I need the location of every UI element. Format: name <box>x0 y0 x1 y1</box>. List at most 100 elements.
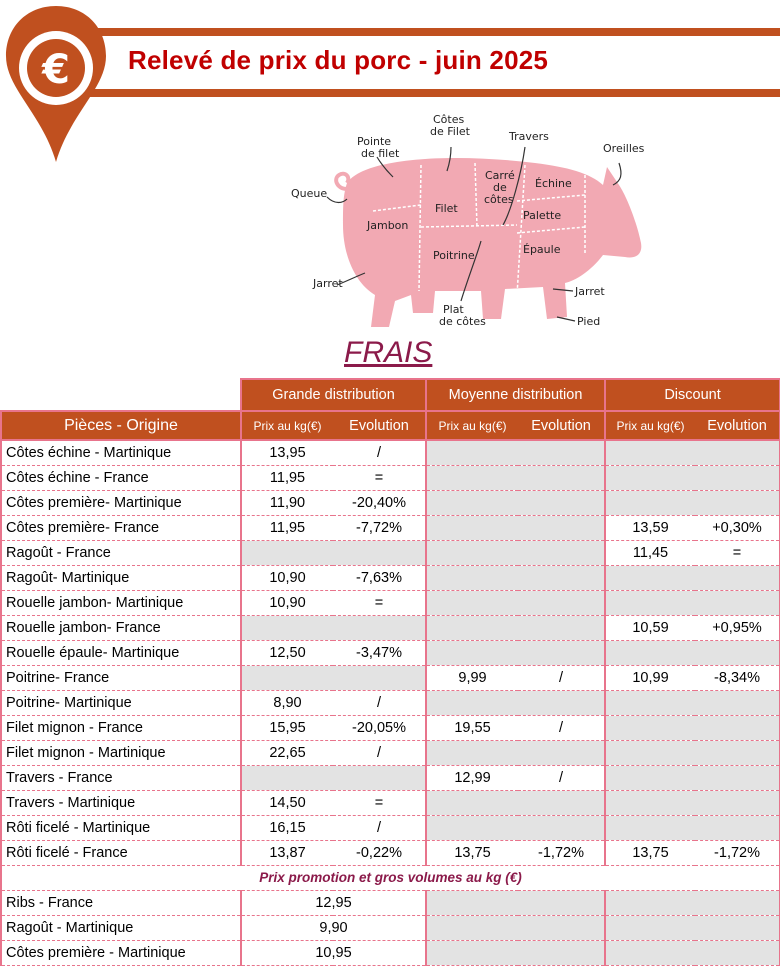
gd-evolution-cell: -20,40% <box>333 490 428 516</box>
md-evolution-cell <box>518 590 607 616</box>
d-price-cell <box>604 440 696 466</box>
pig-label-epaule: Épaule <box>523 243 561 256</box>
page-title: Relevé de prix du porc - juin 2025 <box>128 45 549 75</box>
gd-price-cell: 13,87 <box>240 840 333 866</box>
d-price-cell <box>604 765 696 791</box>
gd-price-cell: 11,95 <box>240 465 333 491</box>
group-grande-distribution: Grande distribution <box>239 378 428 411</box>
d-price-cell <box>604 715 696 741</box>
md-evolution-cell <box>518 790 607 816</box>
d-price-cell <box>604 740 696 766</box>
d-evolution-cell: -1,72% <box>695 840 780 866</box>
promo-gd-price-cell: 12,95 <box>239 890 428 916</box>
md-price-cell: 19,55 <box>425 715 519 741</box>
promo-row: Ribs - France 12,95 <box>0 890 780 916</box>
pig-cuts-diagram: Queue Pointe de filet Côtes de Filet Trave… <box>291 113 645 328</box>
header-bar-top <box>88 28 780 36</box>
md-evolution-cell <box>518 440 607 466</box>
gd-price-cell: 10,90 <box>240 590 333 616</box>
md-price-cell: 13,75 <box>425 840 519 866</box>
promo-md-cell <box>425 890 607 916</box>
price-rows: Côtes échine - Martinique 13,95/Côtes éch… <box>0 440 780 866</box>
d-price-cell <box>604 640 696 666</box>
gd-evolution-cell: = <box>333 465 428 491</box>
d-evolution-cell <box>695 640 780 666</box>
promo-title: Prix promotion et gros volumes au kg (€) <box>0 865 780 891</box>
d-price-cell <box>604 565 696 591</box>
row-name: Rouelle épaule- Martinique <box>0 640 242 666</box>
pig-label-pointe: Pointe de filet <box>357 135 400 160</box>
gd-price-cell: 12,50 <box>240 640 333 666</box>
md-price-cell <box>425 740 519 766</box>
table-row: Ragoût - France 11,45 = <box>0 540 780 566</box>
d-price-cell <box>604 465 696 491</box>
table-row: Rôti ficelé - Martinique 16,15/ <box>0 815 780 841</box>
row-name: Côtes échine - Martinique <box>0 440 242 466</box>
gd-price-cell: 8,90 <box>240 690 333 716</box>
md-price-cell: 9,99 <box>425 665 519 691</box>
promo-row-name: Côtes première - Martinique <box>0 940 242 966</box>
md-price-cell <box>425 490 519 516</box>
promo-row: Ragoût - Martinique 9,90 <box>0 915 780 941</box>
md-price-cell <box>425 540 519 566</box>
pig-label-plat: Plat de côtes <box>439 303 486 328</box>
row-name: Ragoût- Martinique <box>0 565 242 591</box>
table-row: Rouelle jambon- Martinique 10,90 = <box>0 590 780 616</box>
d-price-cell <box>604 690 696 716</box>
gd-evolution-cell: -20,05% <box>333 715 428 741</box>
md-evolution-cell <box>518 465 607 491</box>
row-name: Côtes échine - France <box>0 465 242 491</box>
table-row: Rouelle jambon- France 10,59 +0,95% <box>0 615 780 641</box>
pig-label-oreilles: Oreilles <box>603 142 645 155</box>
table-row: Filet mignon - France 15,95 -20,05% 19,55/ <box>0 715 780 741</box>
md-evolution-cell: -1,72% <box>518 840 607 866</box>
d-evolution-cell <box>695 790 780 816</box>
column-header-price: Prix au kg(€) <box>240 410 333 441</box>
table-row: Côtes échine - Martinique 13,95/ <box>0 440 780 466</box>
md-price-cell: 12,99 <box>425 765 519 791</box>
column-header-evolution: Evolution <box>695 410 780 441</box>
promo-discount-cell <box>604 890 780 916</box>
md-price-cell <box>425 690 519 716</box>
promo-row-name: Ragoût - Martinique <box>0 915 242 941</box>
d-price-cell <box>604 590 696 616</box>
table-row: Côtes échine - France 11,95 = <box>0 465 780 491</box>
table-row: Poitrine- Martinique 8,90/ <box>0 690 780 716</box>
d-price-cell <box>604 790 696 816</box>
row-name: Rouelle jambon- France <box>0 615 242 641</box>
md-evolution-cell <box>518 515 607 541</box>
row-name: Rôti ficelé - France <box>0 840 242 866</box>
pig-label-jambon: Jambon <box>366 219 408 232</box>
row-name: Travers - Martinique <box>0 790 242 816</box>
md-evolution-cell: / <box>518 715 607 741</box>
table-row: Poitrine- France 9,99/10,99 -8,34% <box>0 665 780 691</box>
d-evolution-cell <box>695 740 780 766</box>
md-price-cell <box>425 790 519 816</box>
md-price-cell <box>425 515 519 541</box>
table-row: Rôti ficelé - France 13,87 -0,22% 13,75 -1,7… <box>0 840 780 866</box>
md-evolution-cell <box>518 690 607 716</box>
gd-price-cell: 11,95 <box>240 515 333 541</box>
d-evolution-cell <box>695 565 780 591</box>
gd-price-cell: 10,90 <box>240 565 333 591</box>
pig-label-queue: Queue <box>291 187 327 200</box>
table-row: Rouelle épaule- Martinique 12,50 -3,47% <box>0 640 780 666</box>
row-name: Ragoût - France <box>0 540 242 566</box>
row-name: Côtes première- Martinique <box>0 490 242 516</box>
table-row: Travers - Martinique 14,50 = <box>0 790 780 816</box>
table-row: Filet mignon - Martinique 22,65/ <box>0 740 780 766</box>
row-name: Poitrine- France <box>0 665 242 691</box>
md-evolution-cell <box>518 815 607 841</box>
row-name: Rouelle jambon- Martinique <box>0 590 242 616</box>
d-price-cell <box>604 815 696 841</box>
group-header-blank <box>1 379 241 411</box>
column-header-pieces: Pièces - Origine <box>0 410 242 441</box>
d-price-cell: 13,59 <box>604 515 696 541</box>
gd-evolution-cell: -7,72% <box>333 515 428 541</box>
row-name: Filet mignon - Martinique <box>0 740 242 766</box>
pig-label-palette: Palette <box>523 209 561 222</box>
d-evolution-cell: +0,95% <box>695 615 780 641</box>
md-evolution-cell <box>518 565 607 591</box>
gd-evolution-cell: / <box>333 690 428 716</box>
table-row: Côtes première- France 11,95 -7,72% 13,59 +0… <box>0 515 780 541</box>
